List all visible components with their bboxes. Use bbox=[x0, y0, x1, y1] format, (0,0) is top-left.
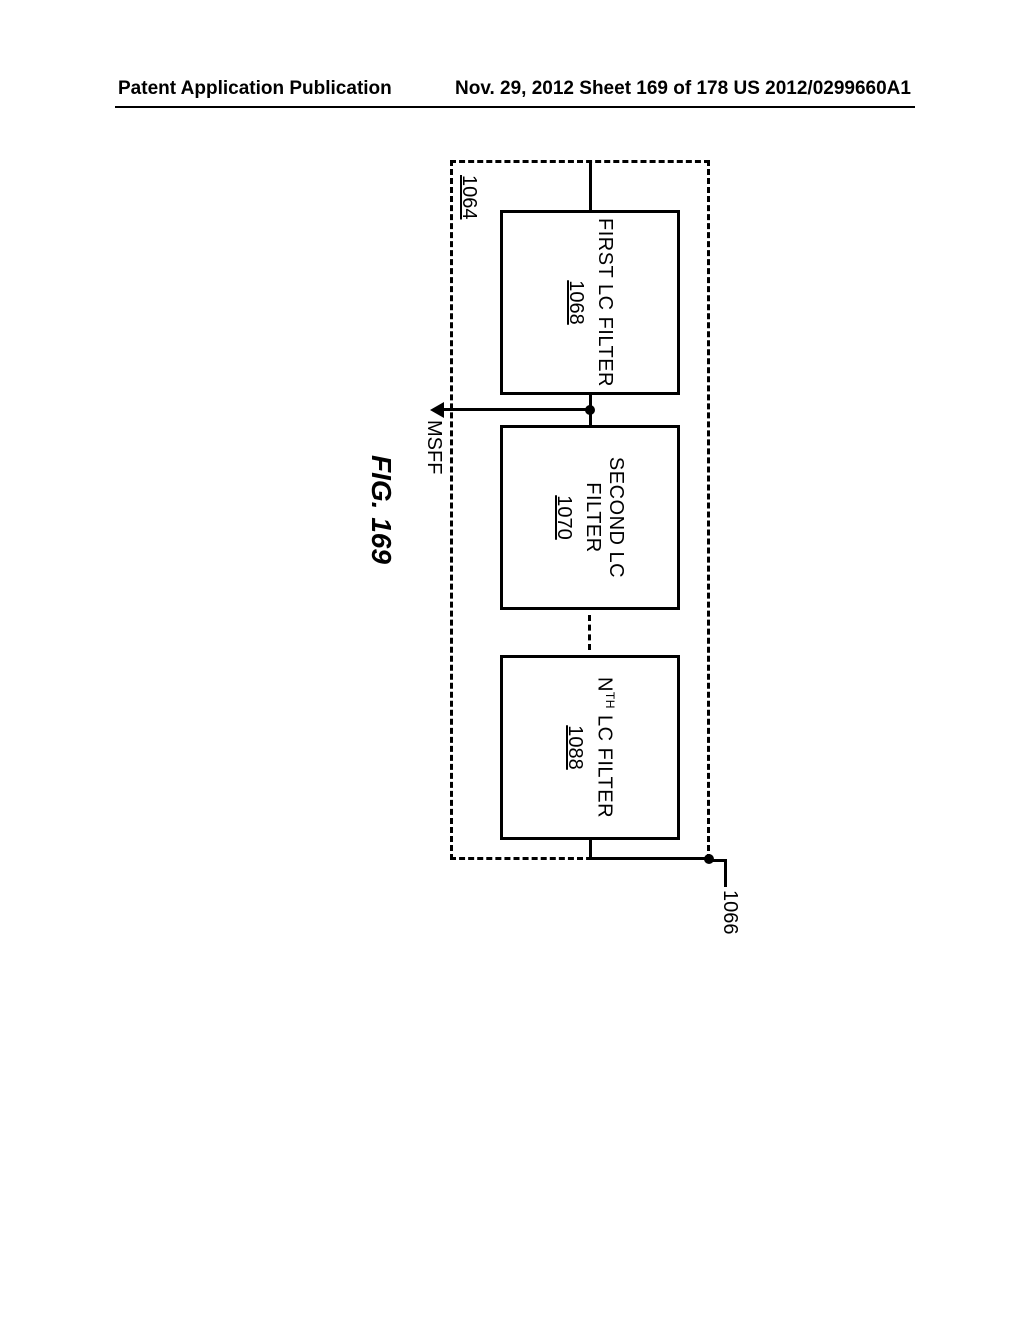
page-header: Patent Application Publication Nov. 29, … bbox=[0, 78, 1024, 108]
container-ref-label: 1064 bbox=[457, 175, 480, 220]
input-line bbox=[589, 163, 592, 210]
ellipsis-connector bbox=[588, 615, 591, 650]
filter-n-ref: 1088 bbox=[563, 725, 586, 770]
filter-2-title: SECOND LC FILTER bbox=[582, 428, 628, 607]
header-right: Nov. 29, 2012 Sheet 169 of 178 US 2012/0… bbox=[455, 78, 911, 100]
filter-n-pre: N bbox=[593, 677, 615, 692]
output-line-v bbox=[589, 857, 709, 860]
filter-n-title: NTH LC FILTER bbox=[592, 677, 617, 818]
header-left: Patent Application Publication bbox=[118, 78, 392, 100]
leader-1066-v bbox=[709, 859, 725, 862]
msff-arrow-icon bbox=[430, 402, 444, 418]
filter-box-1: FIRST LC FILTER 1068 bbox=[500, 210, 680, 395]
header-rule bbox=[115, 106, 915, 108]
output-ref-label: 1066 bbox=[718, 890, 741, 935]
leader-1066-h bbox=[724, 859, 727, 887]
filter-1-title: FIRST LC FILTER bbox=[593, 218, 616, 387]
msff-label: MSFF bbox=[422, 420, 445, 474]
filter-box-2: SECOND LC FILTER 1070 bbox=[500, 425, 680, 610]
filter-1-ref: 1068 bbox=[564, 280, 587, 325]
filter-n-post: LC FILTER bbox=[593, 709, 615, 818]
filter-2-ref: 1070 bbox=[553, 495, 576, 540]
page-root: Patent Application Publication Nov. 29, … bbox=[0, 0, 1024, 1320]
filter-box-n: NTH LC FILTER 1088 bbox=[500, 655, 680, 840]
drawing-wrapper: 1064 FIRST LC FILTER 1068 MSFF SECOND LC… bbox=[145, 155, 875, 885]
figure-caption: FIG. 169 bbox=[365, 455, 397, 564]
drawing-canvas: 1064 FIRST LC FILTER 1068 MSFF SECOND LC… bbox=[145, 155, 875, 885]
msff-tap-line bbox=[442, 408, 590, 411]
filter-n-sup: TH bbox=[603, 692, 617, 709]
